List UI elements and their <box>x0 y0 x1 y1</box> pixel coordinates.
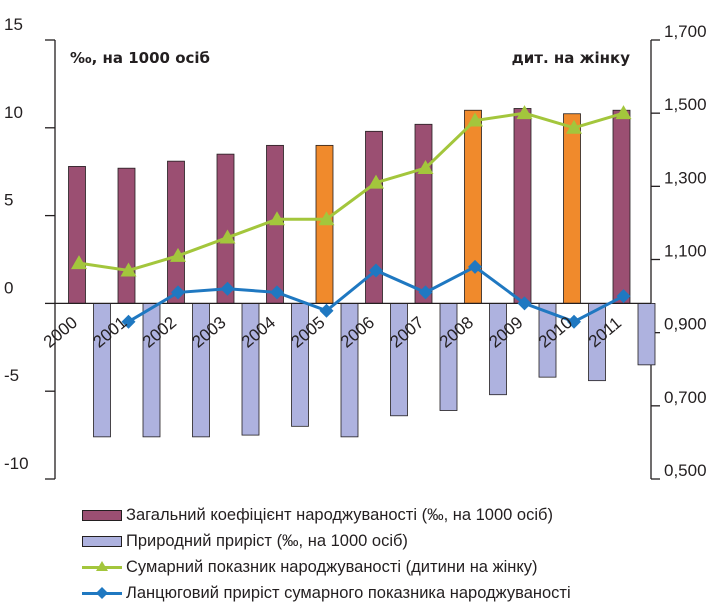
marker-tfr <box>120 262 137 277</box>
right-axis-tick-label: 1,700 <box>664 22 707 41</box>
marker-chain-growth <box>369 263 383 278</box>
legend-swatch-birth-rate <box>82 506 122 524</box>
marker-tfr <box>318 211 335 226</box>
marker-chain-growth <box>270 285 284 300</box>
marker-chain-growth <box>121 314 136 329</box>
left-axis-tick-label: -5 <box>4 366 19 385</box>
legend: Загальний коефіцієнт народжуваності (‰, … <box>82 502 571 606</box>
bar-birth-rate-2007 <box>414 123 433 304</box>
legend-label-chain-growth: Ланцюговий приріст сумарного показника н… <box>126 583 571 602</box>
marker-chain-growth <box>171 285 185 300</box>
marker-tfr <box>615 105 632 120</box>
legend-label-birth-rate: Загальний коефіцієнт народжуваності (‰, … <box>126 505 553 524</box>
legend-item-birth-rate: Загальний коефіцієнт народжуваності (‰, … <box>82 502 571 528</box>
marker-tfr <box>219 229 236 244</box>
bar-birth-rate-2010 <box>563 113 581 304</box>
legend-label-natural-increase: Природний приріст (‰, на 1000 осіб) <box>126 531 408 550</box>
bar-birth-rate-2011 <box>612 109 631 304</box>
bar-birth-rate-2009 <box>513 108 532 304</box>
left-axis-tick-label: 0 <box>4 278 13 297</box>
right-axis-tick-label: 1,500 <box>664 95 707 114</box>
marker-chain-growth <box>319 303 334 318</box>
legend-item-tfr: Сумарний показник народжуваності (дитини… <box>82 554 571 580</box>
bar-birth-rate-2008 <box>464 109 482 304</box>
right-axis-tick-label: 0,700 <box>664 388 707 407</box>
x-axis-label-2000: 2000 <box>40 313 81 352</box>
marker-tfr <box>368 174 384 189</box>
right-axis-tick-label: 0,500 <box>664 461 707 480</box>
bar-birth-rate-2003 <box>216 153 235 304</box>
marker-tfr <box>269 211 285 226</box>
legend-item-natural-increase: Природний приріст (‰, на 1000 осіб) <box>82 528 571 554</box>
marker-chain-growth <box>616 289 631 304</box>
marker-tfr <box>417 160 434 175</box>
marker-chain-growth <box>567 314 581 329</box>
marker-chain-growth <box>220 281 235 296</box>
marker-tfr <box>516 105 533 120</box>
marker-chain-growth <box>468 259 482 274</box>
bar-birth-rate-2000 <box>68 166 86 304</box>
bar-birth-rate-2002 <box>167 160 185 304</box>
legend-swatch-tfr <box>82 558 122 576</box>
left-axis-tick-label: 15 <box>4 15 23 34</box>
chart-svg: 15 10 5 0 -5 -10 1,700 1,500 1,300 1,100 0,900 0,70… <box>4 15 707 480</box>
marker-tfr <box>467 112 483 127</box>
right-axis-tick-label: 1,300 <box>664 168 707 187</box>
legend-swatch-chain-growth <box>82 584 122 602</box>
line-tfr <box>78 111 624 273</box>
marker-chain-growth <box>517 296 532 311</box>
bar-natural-increase-2011 <box>637 302 656 366</box>
bar-birth-rate-2001 <box>117 167 136 304</box>
marker-tfr <box>170 247 186 262</box>
right-axis-tick-label: 0,900 <box>664 315 707 334</box>
left-axis-tick-label: 5 <box>4 191 13 210</box>
bar-natural-increase-2007 <box>439 302 458 411</box>
marker-tfr <box>71 255 87 270</box>
left-axis-tick-label: 10 <box>4 103 23 122</box>
right-axis-tick-label: 1,100 <box>664 242 707 261</box>
right-axis-unit-label: дит. на жінку <box>512 49 631 67</box>
legend-item-chain-growth: Ланцюговий приріст сумарного показника н… <box>82 580 571 606</box>
left-axis-unit-label: ‰, на 1000 осіб <box>70 49 210 67</box>
left-axis-tick-label: -10 <box>4 454 29 473</box>
marker-tfr <box>566 119 582 134</box>
legend-label-tfr: Сумарний показник народжуваності (дитини… <box>126 557 538 576</box>
legend-swatch-natural-increase <box>82 532 122 550</box>
marker-chain-growth <box>418 285 433 300</box>
